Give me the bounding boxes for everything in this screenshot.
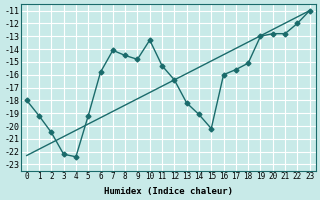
- X-axis label: Humidex (Indice chaleur): Humidex (Indice chaleur): [104, 187, 233, 196]
